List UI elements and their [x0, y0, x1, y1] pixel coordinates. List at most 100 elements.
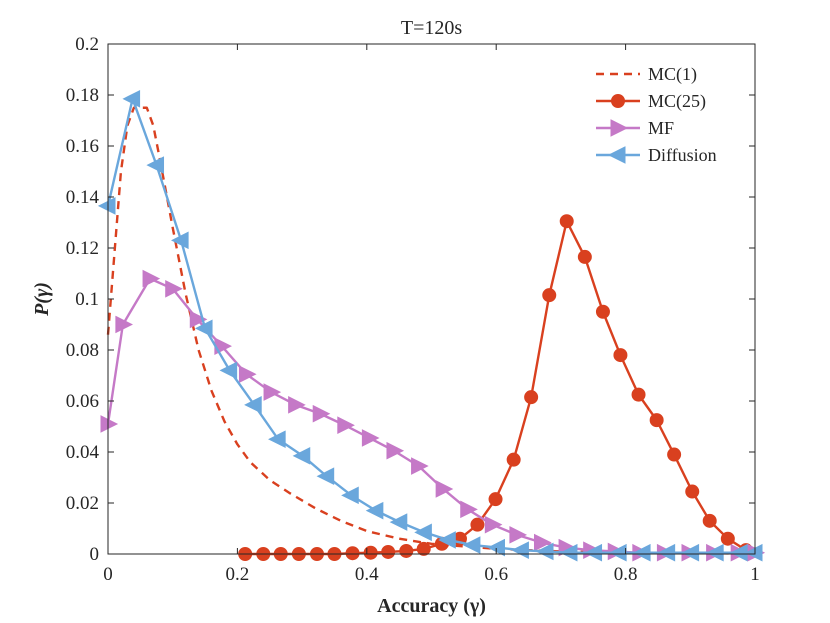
series-layer	[97, 90, 766, 562]
legend-label: MF	[648, 118, 674, 138]
data-point-circle	[702, 513, 717, 528]
data-point-triangle-left	[681, 543, 700, 562]
data-point-triangle-right	[386, 441, 405, 460]
data-point-circle	[649, 413, 664, 428]
data-point-circle	[363, 545, 378, 560]
y-tick-label: 0.12	[66, 238, 99, 259]
data-point-triangle-right	[411, 457, 429, 475]
data-point-triangle-left	[341, 486, 359, 505]
data-point-triangle-left	[607, 146, 626, 164]
data-point-triangle-left	[609, 543, 627, 562]
chart-title: T=120s	[401, 17, 462, 39]
data-point-circle	[611, 94, 625, 108]
data-point-circle	[595, 304, 610, 319]
y-tick-label: 0.16	[66, 136, 99, 157]
data-point-triangle-left	[244, 396, 262, 414]
data-point-triangle-right	[509, 526, 528, 544]
legend-label: MC(25)	[648, 91, 706, 112]
data-point-circle	[488, 492, 503, 507]
data-point-triangle-right	[361, 429, 380, 447]
y-tick-label: 0.02	[66, 493, 99, 514]
data-point-triangle-right	[189, 310, 208, 329]
ticks-layer: 0 0.2 0.4 0.6 0.8 1 0 0.02 0.04 0.06 0.08 0.1 0.12 0.…	[66, 34, 760, 585]
data-point-circle	[542, 288, 557, 303]
data-point-circle	[524, 390, 539, 405]
legend-item: MC(25)	[596, 91, 706, 112]
series-mc-25	[238, 214, 753, 561]
data-point-circle	[613, 348, 628, 363]
x-tick-label: 0.4	[355, 564, 379, 585]
data-point-circle	[667, 447, 682, 462]
data-point-triangle-left	[706, 543, 724, 562]
data-point-triangle-right	[533, 533, 552, 552]
data-point-circle	[399, 543, 414, 558]
data-point-triangle-right	[100, 415, 119, 433]
legend-item: MC(1)	[596, 64, 697, 85]
data-point-triangle-left	[219, 361, 238, 380]
data-point-triangle-right	[238, 365, 257, 384]
plot-area	[108, 44, 755, 554]
data-point-triangle-left	[316, 467, 335, 486]
data-point-triangle-left	[365, 501, 384, 520]
data-point-triangle-right	[435, 480, 454, 498]
data-point-triangle-right	[142, 269, 161, 288]
x-tick-label: 0.2	[226, 564, 250, 585]
data-point-triangle-right	[115, 315, 133, 334]
data-point-triangle-left	[122, 90, 141, 108]
data-point-circle	[506, 452, 521, 467]
data-point-circle	[345, 546, 360, 561]
data-point-triangle-right	[610, 119, 629, 137]
data-point-triangle-left	[292, 447, 311, 465]
data-point-triangle-right	[484, 515, 503, 534]
y-tick-label: 0.08	[66, 340, 99, 361]
legend-item: MF	[596, 118, 674, 138]
data-point-triangle-left	[268, 430, 286, 449]
y-axis-label: P(γ)	[31, 282, 53, 317]
data-point-triangle-left	[462, 536, 481, 554]
x-tick-label: 0.8	[614, 564, 638, 585]
x-tick-label: 1	[750, 564, 760, 585]
data-point-circle	[381, 544, 396, 559]
y-tick-label: 0.04	[66, 442, 100, 463]
data-point-circle	[631, 387, 646, 402]
data-point-circle	[470, 517, 485, 532]
legend-label: MC(1)	[648, 64, 697, 85]
data-point-circle	[577, 249, 592, 264]
data-point-circle	[685, 484, 700, 499]
data-point-triangle-left	[414, 523, 432, 542]
data-point-triangle-right	[165, 279, 183, 298]
y-tick-label: 0.1	[75, 289, 99, 310]
data-point-triangle-right	[263, 383, 282, 401]
legend-item: Diffusion	[596, 145, 717, 165]
data-point-triangle-left	[438, 531, 456, 549]
data-point-circle	[720, 531, 735, 546]
data-point-triangle-left	[170, 231, 189, 250]
series-diffusion	[97, 90, 763, 562]
data-point-triangle-left	[632, 543, 651, 562]
y-tick-label: 0.2	[75, 34, 99, 55]
data-point-triangle-right	[312, 404, 331, 423]
data-point-triangle-left	[559, 543, 578, 562]
data-point-circle	[416, 541, 431, 556]
x-axis-label: Accuracy (γ)	[377, 595, 486, 617]
data-point-triangle-right	[288, 396, 306, 414]
data-point-triangle-left	[194, 319, 213, 338]
y-tick-label: 0.18	[66, 85, 99, 106]
data-point-triangle-right	[460, 500, 478, 519]
data-point-triangle-left	[389, 513, 408, 531]
y-tick-label: 0	[90, 544, 100, 565]
x-tick-label: 0	[103, 564, 113, 585]
data-point-circle	[559, 214, 574, 229]
legend-label: Diffusion	[648, 145, 717, 165]
data-point-triangle-right	[337, 416, 355, 435]
data-point-triangle-left	[744, 543, 763, 562]
x-tick-label: 0.6	[484, 564, 508, 585]
series-line	[106, 97, 755, 554]
legend: MC(1) MC(25) MF Diffusion	[596, 64, 717, 165]
y-tick-label: 0.06	[66, 391, 99, 412]
data-point-triangle-left	[657, 543, 676, 562]
y-tick-label: 0.14	[66, 187, 100, 208]
data-point-triangle-left	[146, 156, 165, 174]
data-point-triangle-left	[97, 197, 116, 215]
